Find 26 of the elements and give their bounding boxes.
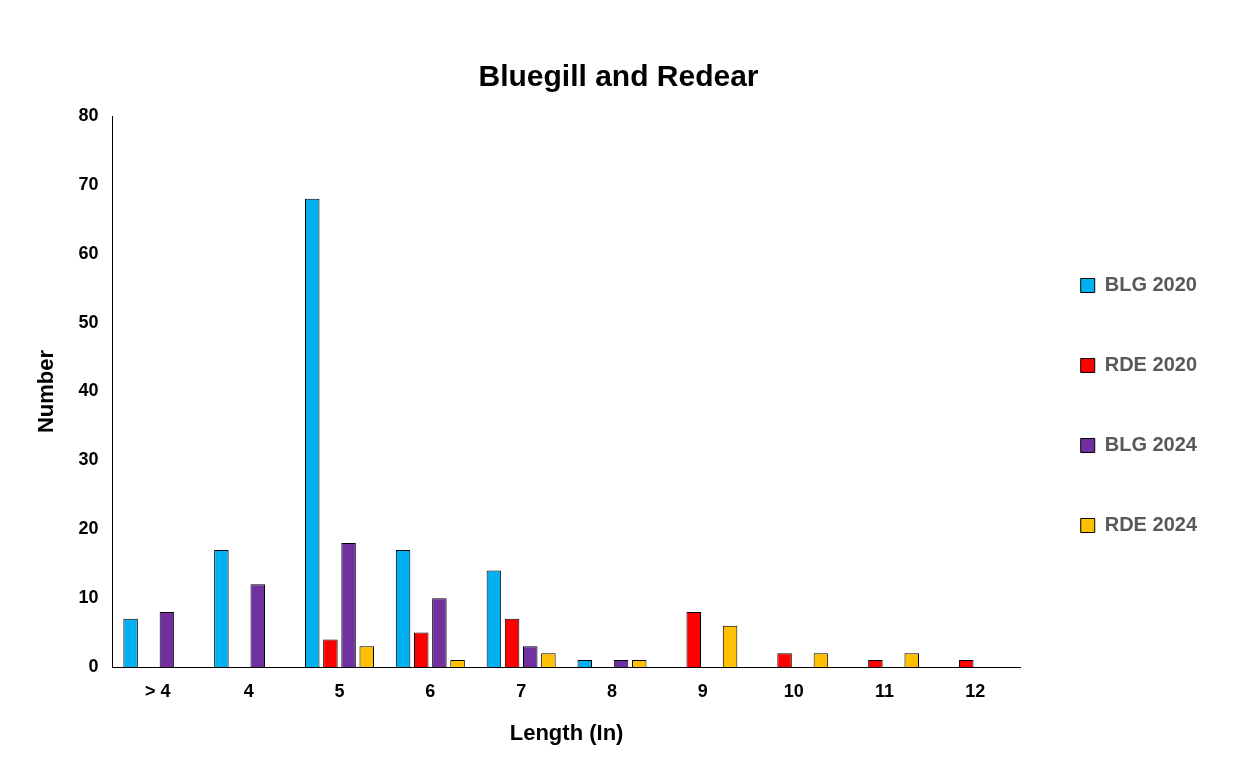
y-tick-label: 20 bbox=[78, 518, 99, 539]
legend-label: BLG 2024 bbox=[1104, 433, 1198, 456]
x-tick-label: 8 bbox=[606, 680, 617, 701]
x-tick-label: 11 bbox=[874, 680, 894, 701]
x-tick-label: 7 bbox=[516, 680, 527, 701]
y-tick-label: 70 bbox=[78, 173, 99, 194]
y-tick-label: 50 bbox=[78, 311, 99, 332]
x-axis-title: Length (In) bbox=[509, 719, 624, 745]
x-tick-label: > 4 bbox=[145, 680, 171, 701]
y-tick-label: 0 bbox=[88, 655, 99, 676]
x-tick-label: 4 bbox=[243, 680, 254, 701]
legend-label: BLG 2020 bbox=[1104, 273, 1197, 296]
y-tick-label: 40 bbox=[78, 380, 99, 401]
y-tick-label: 80 bbox=[78, 104, 99, 125]
y-tick-label: 10 bbox=[78, 587, 99, 608]
chart-title: Bluegill and Redear bbox=[478, 59, 759, 93]
y-tick-label: 60 bbox=[78, 242, 99, 263]
x-tick-label: 9 bbox=[697, 680, 708, 701]
x-tick-label: 12 bbox=[965, 680, 986, 701]
x-tick-label: 6 bbox=[425, 680, 436, 701]
x-tick-label: 5 bbox=[334, 680, 345, 701]
x-tick-label: 10 bbox=[783, 680, 804, 701]
y-axis-title: Number bbox=[33, 349, 59, 434]
y-tick-label: 30 bbox=[78, 449, 99, 470]
legend-label: RDE 2024 bbox=[1104, 513, 1198, 536]
legend-label: RDE 2020 bbox=[1104, 353, 1198, 376]
